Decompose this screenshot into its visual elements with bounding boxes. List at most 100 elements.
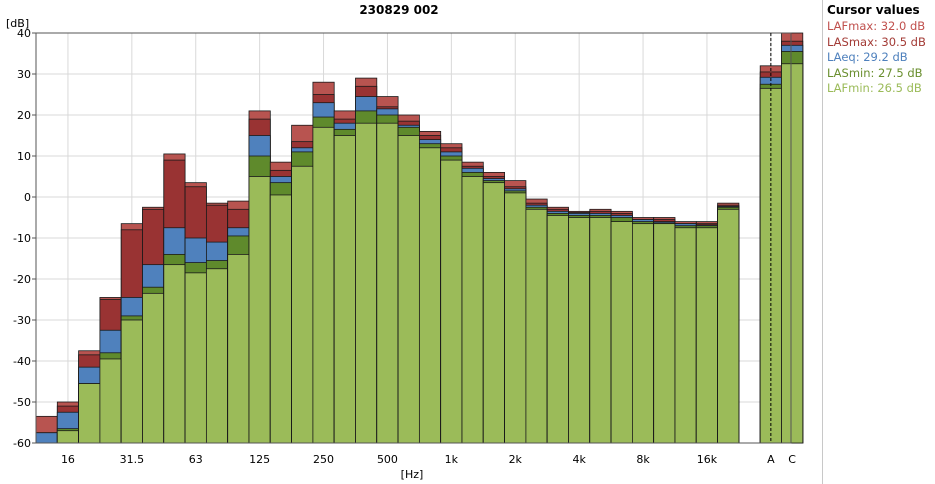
bar-lafmin-1k — [440, 159, 463, 444]
y-tick-label: -50 — [13, 396, 31, 409]
x-axis-label: [Hz] — [401, 468, 424, 481]
bar-lafmin-2k — [504, 192, 527, 444]
bar-group-125 — [248, 110, 271, 444]
bar-group-160 — [269, 161, 292, 444]
bar-lafmin-125 — [248, 176, 271, 444]
x-tick-label: 1k — [445, 453, 459, 466]
bar-lafmin-250 — [312, 126, 335, 444]
bar-lafmin-10k — [653, 223, 676, 444]
bar-lafmin-20 — [78, 383, 101, 444]
bar-group-2k — [504, 180, 527, 444]
bar-group-63 — [184, 182, 207, 444]
bar-group-1k — [440, 143, 463, 444]
bar-group-400 — [355, 77, 378, 444]
bar-group-1.6k — [482, 171, 505, 444]
y-axis-label: [dB] — [6, 17, 29, 30]
legend-item-lafmin: LAFmin: 26.5 dB — [827, 81, 922, 95]
bar-lafmin-315 — [333, 135, 356, 444]
bar-group-4k — [568, 210, 591, 444]
x-tick-label: 125 — [249, 453, 270, 466]
bar-group-5k — [589, 208, 612, 444]
bar-group-20k — [717, 202, 740, 444]
bar-group-20 — [78, 350, 101, 444]
x-tick-label: 8k — [636, 453, 650, 466]
bar-lafmin-C — [781, 63, 804, 444]
legend-item-laeq: LAeq: 29.2 dB — [827, 50, 908, 64]
bar-lafmin-100 — [227, 253, 250, 444]
bar-group-12.5 — [35, 415, 58, 444]
legend-title: Cursor values — [827, 3, 920, 17]
x-tick-label: 500 — [377, 453, 398, 466]
x-tick-label: C — [788, 453, 796, 466]
y-tick-label: -30 — [13, 314, 31, 327]
bar-lafmin-31.5 — [120, 319, 143, 444]
y-tick-label: 10 — [17, 150, 31, 163]
legend-item-lafmax: LAFmax: 32.0 dB — [827, 19, 926, 33]
y-tick-label: -20 — [13, 273, 31, 286]
x-tick-label: 2k — [509, 453, 523, 466]
bar-lafmin-200 — [291, 165, 314, 444]
bar-lafmin-50 — [163, 264, 186, 444]
bar-group-10k — [653, 217, 676, 444]
bar-group-3.15k — [546, 206, 569, 444]
x-tick-label: 4k — [572, 453, 586, 466]
bar-group-630 — [397, 114, 420, 444]
cursor-values-panel: Cursor values LAFmax: 32.0 dB LASmax: 30… — [822, 0, 935, 484]
bar-group-6.3k — [610, 210, 633, 444]
x-tick-label: 63 — [189, 453, 203, 466]
bar-group-25 — [99, 297, 122, 444]
bar-group-8k — [632, 217, 655, 444]
legend-item-lasmax: LASmax: 30.5 dB — [827, 34, 926, 49]
bar-group-16k — [695, 221, 718, 444]
y-tick-label: -10 — [13, 232, 31, 245]
bar-lafmin-25 — [99, 358, 122, 444]
legend-item-lasmin: LASmin: 27.5 dB — [827, 65, 923, 80]
bar-group-50 — [163, 153, 186, 444]
tick-labels: 40 30 20 10 0 -10 -20 -30 -40 -50 -60 16 31.5 63 125 25… — [13, 27, 796, 466]
bar-lafmin-160 — [269, 194, 292, 444]
y-tick-label: -60 — [13, 437, 31, 450]
bar-group-100 — [227, 200, 250, 444]
x-tick-label: 250 — [313, 453, 334, 466]
x-tick-label: 16 — [61, 453, 75, 466]
y-tick-label: 0 — [24, 191, 31, 204]
bar-lafmin-3.15k — [546, 215, 569, 444]
bar-group-800 — [418, 130, 442, 444]
bar-group-2.5k — [525, 198, 548, 444]
bar-group-315 — [333, 110, 356, 444]
bar-group-31.5 — [120, 223, 143, 444]
bar-group-200 — [291, 124, 314, 444]
chart-title: 230829 002 — [359, 3, 438, 17]
bar-lafmin-630 — [397, 135, 420, 444]
plot-frame — [35, 32, 792, 444]
bar-group-80 — [205, 202, 229, 444]
bar-lafmin-12.5k — [674, 227, 697, 444]
y-tick-label: 20 — [17, 109, 31, 122]
bar-lafmin-1.6k — [482, 182, 505, 444]
bar-group-1.25k — [461, 161, 484, 444]
bar-lafmin-63 — [184, 272, 207, 444]
bars — [35, 32, 804, 444]
bar-lafmin-2.5k — [525, 208, 548, 444]
bar-lafmin-16k — [695, 227, 718, 444]
x-tick-label: A — [767, 453, 775, 466]
bar-lafmin-16 — [56, 430, 79, 444]
x-tick-label: 16k — [697, 453, 718, 466]
bar-group-500 — [376, 96, 399, 444]
bar-lafmin-1.25k — [461, 176, 484, 444]
spectrum-chart: 230829 002 [dB] [Hz] 40 30 20 10 0 -10 -20 -30 -… — [6, 3, 804, 481]
bar-group-C — [781, 32, 804, 444]
bar-lafmin-500 — [376, 122, 399, 444]
bar-lafmin-20k — [717, 208, 740, 444]
y-tick-label: 30 — [17, 68, 31, 81]
x-tick-label: 31.5 — [120, 453, 145, 466]
bar-lafmin-5k — [589, 217, 612, 444]
y-tick-label: -40 — [13, 355, 31, 368]
bar-lafmin-8k — [632, 223, 655, 444]
bar-lafmin-40 — [142, 292, 165, 444]
bar-group-12.5k — [674, 221, 697, 444]
bar-group-250 — [312, 81, 335, 444]
bar-lafmin-80 — [205, 268, 229, 444]
y-tick-label: 40 — [17, 27, 31, 40]
bar-lafmin-6.3k — [610, 221, 633, 444]
